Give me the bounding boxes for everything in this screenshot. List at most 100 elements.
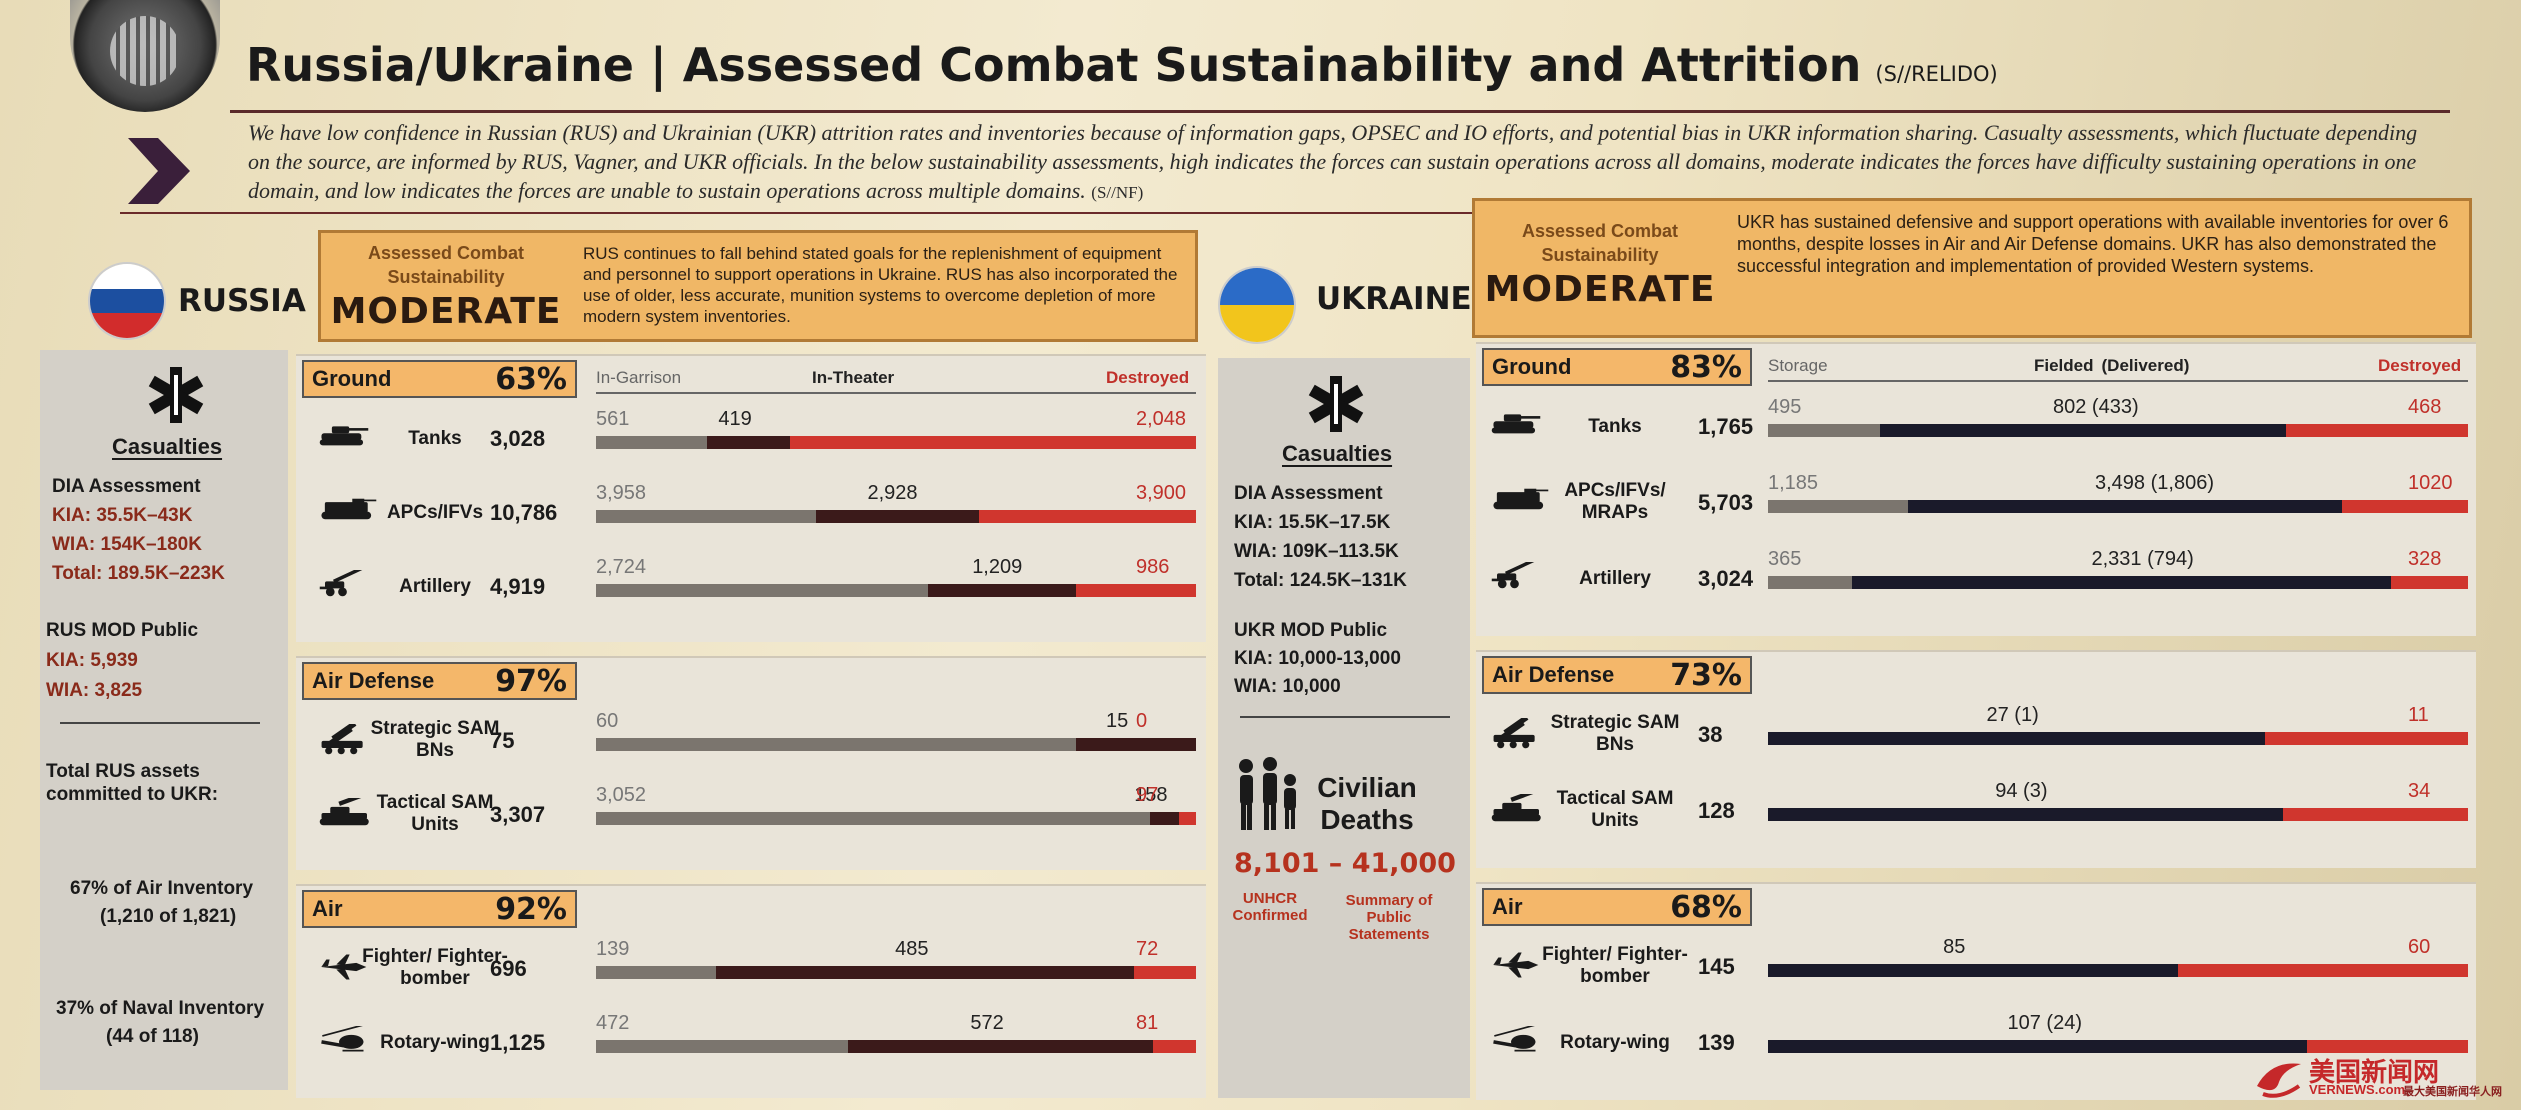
ukraine-flag-icon bbox=[1218, 266, 1296, 344]
value-mid: 419 bbox=[718, 408, 752, 430]
civilian-deaths-title: Civilian Deaths bbox=[1317, 772, 1417, 835]
value-left: 495 bbox=[1768, 396, 1802, 418]
value-left: 2,724 bbox=[596, 556, 647, 578]
russia-casualties-panel bbox=[40, 350, 288, 1090]
value-mid: 1,209 bbox=[972, 556, 1023, 578]
bar-segment-left bbox=[1768, 424, 1880, 437]
value-right: 34 bbox=[2408, 780, 2431, 802]
inventory-bar bbox=[1768, 500, 2468, 513]
column-header-mid: In-Theater bbox=[812, 368, 894, 388]
russia-mod-kia: KIA: 5,939 bbox=[46, 650, 138, 671]
russia-assessment-rating: MODERATE bbox=[330, 291, 562, 332]
tank-icon bbox=[1490, 410, 1542, 438]
ukraine-assessment-text: UKR has sustained defensive and support … bbox=[1737, 212, 2449, 276]
ukraine-assessment-rating: MODERATE bbox=[1484, 269, 1716, 310]
row-total: 38 bbox=[1698, 722, 1723, 747]
russia-kia: KIA: 35.5K–43K bbox=[52, 505, 193, 526]
value-mid: 572 bbox=[970, 1012, 1004, 1034]
russia-side-divider bbox=[60, 722, 260, 724]
row-label: Strategic SAM BNs bbox=[1550, 712, 1680, 755]
bar-segment-mid bbox=[1768, 1040, 2307, 1053]
value-mid: 2,928 bbox=[867, 482, 918, 504]
bar-segment-destroyed bbox=[978, 510, 1196, 523]
inventory-bar bbox=[596, 584, 1196, 597]
bar-segment-destroyed bbox=[789, 436, 1196, 449]
artillery-icon bbox=[1490, 555, 1546, 590]
russia-air-inventory-count: (1,210 of 1,821) bbox=[100, 906, 237, 927]
row-label: Fighter/ Fighter-bomber bbox=[1542, 944, 1688, 987]
row-label: Strategic SAM BNs bbox=[370, 718, 500, 761]
value-right: 72 bbox=[1136, 938, 1159, 960]
russia-naval-inventory-count: (44 of 118) bbox=[106, 1026, 199, 1047]
row-label: Tactical SAM Units bbox=[376, 792, 494, 835]
russia-air-inventory: 67% of Air Inventory bbox=[70, 878, 254, 899]
value-mid: 85 bbox=[1943, 936, 1966, 958]
value-left: 1,185 bbox=[1768, 472, 1819, 494]
value-mid: 107 (24) bbox=[2007, 1012, 2083, 1034]
ukraine-mod-wia: WIA: 10,000 bbox=[1234, 676, 1341, 697]
value-left: 3,052 bbox=[596, 784, 647, 806]
civilian-unhcr-note: UNHCR Confirmed bbox=[1232, 890, 1308, 924]
vernews-watermark: 美国新闻网 VERNEWS.com 最大美国新闻华人网 bbox=[2253, 1052, 2513, 1106]
russia-mod-wia: WIA: 3,825 bbox=[46, 680, 143, 701]
inventory-bar bbox=[596, 812, 1196, 825]
row-label: Artillery bbox=[399, 576, 471, 597]
row-total: 696 bbox=[490, 956, 527, 981]
watermark-en-text: VERNEWS.com bbox=[2309, 1082, 2406, 1097]
row-total: 3,028 bbox=[490, 426, 546, 451]
row-total: 1,765 bbox=[1698, 414, 1754, 439]
ukraine-kia: KIA: 15.5K–17.5K bbox=[1234, 512, 1391, 533]
ukraine-wia: WIA: 109K–113.5K bbox=[1234, 541, 1399, 562]
column-header-mid: Fielded (Delivered) bbox=[2034, 356, 2189, 376]
value-left: 561 bbox=[596, 408, 630, 430]
bar-segment-left bbox=[596, 966, 716, 979]
value-mid: 802 (433) bbox=[2053, 396, 2139, 418]
bar-segment-destroyed bbox=[1134, 966, 1196, 979]
value-mid: 27 (1) bbox=[1986, 704, 2039, 726]
inventory-bar bbox=[1768, 1040, 2468, 1053]
intro-paragraph: We have low confidence in Russian (RUS) … bbox=[248, 120, 2418, 203]
ukraine-mod-kia: KIA: 10,000-13,000 bbox=[1234, 648, 1401, 669]
bar-segment-left bbox=[596, 1040, 848, 1053]
bar-segment-destroyed bbox=[1152, 1040, 1196, 1053]
value-mid: 158 bbox=[1134, 784, 1168, 806]
ukraine-assessment-box: Assessed Combat Sustainability MODERATE … bbox=[1472, 198, 2472, 338]
dia-seal-logo bbox=[70, 0, 220, 112]
row-total: 4,919 bbox=[490, 574, 546, 599]
bar-segment-mid bbox=[928, 584, 1076, 597]
value-right: 60 bbox=[2408, 936, 2431, 958]
watermark-logo-icon bbox=[2257, 1063, 2301, 1098]
row-total: 1,125 bbox=[490, 1030, 546, 1055]
row-label: Artillery bbox=[1579, 568, 1651, 589]
bar-segment-destroyed bbox=[2178, 964, 2468, 977]
bar-segment-destroyed bbox=[2282, 808, 2468, 821]
value-left: 60 bbox=[596, 710, 619, 732]
russia-flag-icon bbox=[88, 262, 166, 340]
russia-assets-label: Total RUS assets committed to UKR: bbox=[46, 761, 219, 805]
value-left: 472 bbox=[596, 1012, 630, 1034]
russia-naval-inventory: 37% of Naval Inventory bbox=[56, 998, 265, 1019]
section-percent: 83% bbox=[1670, 349, 1742, 385]
bar-segment-mid bbox=[707, 436, 790, 449]
section-percent: 97% bbox=[495, 663, 567, 699]
bar-segment-mid bbox=[1852, 576, 2391, 589]
bar-segment-mid bbox=[1768, 732, 2265, 745]
bar-segment-destroyed bbox=[2391, 576, 2468, 589]
ukraine-side-divider bbox=[1240, 716, 1450, 718]
bar-segment-mid bbox=[1149, 812, 1179, 825]
value-mid: 3,498 (1,806) bbox=[2095, 472, 2214, 494]
header-divider bbox=[120, 212, 2450, 214]
bar-segment-left bbox=[596, 738, 1076, 751]
value-right: 986 bbox=[1136, 556, 1170, 578]
row-total: 10,786 bbox=[490, 500, 558, 525]
inventory-bar bbox=[596, 738, 1196, 751]
bar-segment-left bbox=[596, 436, 707, 449]
section-name: Air Defense bbox=[312, 668, 435, 693]
bar-segment-mid bbox=[1768, 808, 2283, 821]
inventory-bar bbox=[596, 510, 1196, 523]
chevron-icon bbox=[128, 138, 190, 204]
bar-segment-destroyed bbox=[1075, 584, 1196, 597]
medical-star-icon bbox=[1308, 376, 1364, 432]
fighter-jet-icon bbox=[1490, 950, 1540, 978]
